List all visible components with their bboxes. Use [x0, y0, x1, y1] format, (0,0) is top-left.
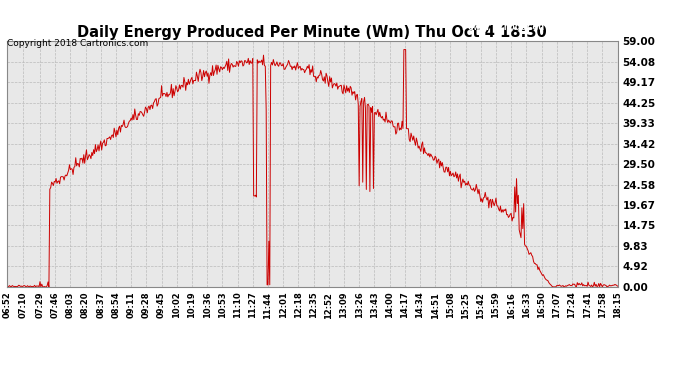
Text: Copyright 2018 Cartronics.com: Copyright 2018 Cartronics.com	[7, 39, 148, 48]
Title: Daily Energy Produced Per Minute (Wm) Thu Oct 4 18:30: Daily Energy Produced Per Minute (Wm) Th…	[77, 25, 547, 40]
Text: Power Produced  (watts/minute): Power Produced (watts/minute)	[462, 22, 638, 32]
